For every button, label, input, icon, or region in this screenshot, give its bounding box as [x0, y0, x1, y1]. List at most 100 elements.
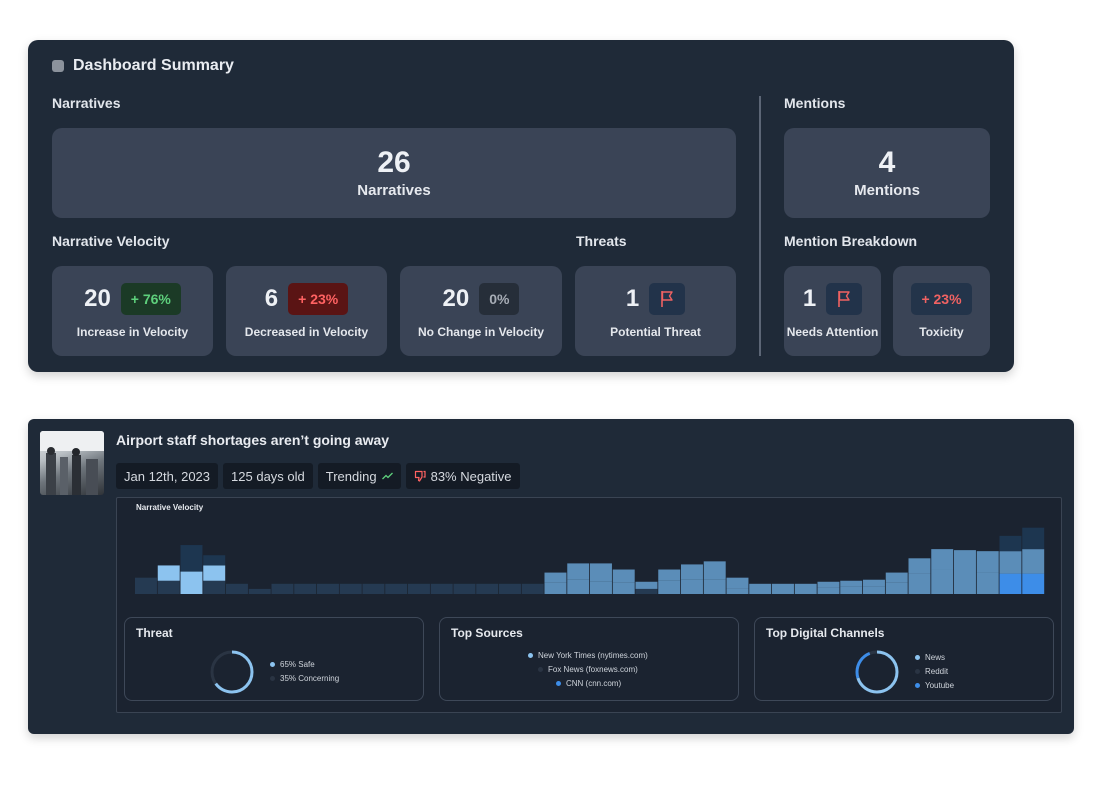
trending-text: Trending — [325, 468, 377, 484]
velocity-bar — [954, 568, 976, 594]
potential-threat-label: Potential Threat — [610, 325, 701, 339]
mentions-total-label: Mentions — [854, 182, 920, 199]
velocity-bar — [726, 577, 749, 589]
velocity-bar — [635, 581, 658, 589]
narrative-title[interactable]: Airport staff shortages aren’t going awa… — [116, 432, 390, 448]
velocity-bar — [908, 558, 931, 574]
velocity-bar — [590, 563, 612, 582]
velocity-bar — [954, 550, 976, 569]
potential-threat-tile[interactable]: 1 Potential Threat — [575, 266, 736, 356]
source-item[interactable]: CNN (cnn.com) — [528, 676, 648, 690]
velocity-bar — [794, 583, 817, 594]
velocity-bar — [203, 580, 226, 594]
velocity-bar — [499, 583, 521, 594]
section-divider — [759, 96, 761, 356]
velocity-bar — [362, 583, 385, 594]
threat-card[interactable]: Threat 65% Safe 35% Concerning — [124, 617, 424, 701]
mention-breakdown-label: Mention Breakdown — [784, 233, 918, 249]
velocity-decrease-value: 6 — [264, 285, 279, 312]
narrative-tags: Jan 12th, 2023 125 days old Trending 83%… — [116, 463, 520, 489]
velocity-decrease-badge: + 23% — [288, 283, 349, 315]
narrative-velocity-label: Narrative Velocity — [52, 233, 170, 249]
toxicity-badge: + 23% — [911, 283, 972, 315]
narrative-thumbnail — [40, 431, 104, 495]
threat-title: Threat — [136, 626, 173, 640]
velocity-bar — [248, 588, 271, 594]
legend-safe: 65% Safe — [270, 657, 339, 671]
velocity-increase-badge: + 76% — [120, 283, 181, 315]
narrative-card[interactable]: Airport staff shortages aren’t going awa… — [28, 419, 1074, 734]
flag-icon — [649, 283, 686, 315]
source-item[interactable]: New York Times (nytimes.com) — [528, 648, 648, 662]
velocity-bar — [453, 583, 476, 594]
toxicity-label: Toxicity — [919, 325, 964, 339]
velocity-bar — [408, 583, 430, 594]
top-channels-title: Top Digital Channels — [766, 626, 885, 640]
dashboard-summary-card: Dashboard Summary Narratives 26 Narrativ… — [28, 40, 1014, 372]
date-tag: Jan 12th, 2023 — [116, 463, 219, 489]
velocity-bar — [885, 582, 908, 594]
velocity-bar — [612, 582, 635, 594]
velocity-bar — [430, 583, 453, 594]
mentions-total-value: 4 — [878, 146, 896, 179]
velocity-bar — [544, 572, 567, 583]
flag-icon — [826, 283, 863, 315]
velocity-bar — [567, 563, 590, 580]
threats-label: Threats — [576, 233, 627, 249]
velocity-nochange-label: No Change in Velocity — [417, 325, 545, 339]
velocity-bar — [612, 569, 635, 583]
velocity-bar — [840, 586, 863, 594]
velocity-increase-value: 20 — [84, 285, 111, 312]
source-item-text: CNN (cnn.com) — [566, 678, 622, 688]
velocity-nochange-tile[interactable]: 20 0% No Change in Velocity — [400, 266, 562, 356]
potential-threat-value: 1 — [625, 285, 640, 312]
source-item-text: New York Times (nytimes.com) — [538, 650, 648, 660]
channel-item[interactable]: Reddit — [915, 664, 954, 678]
velocity-bar — [1022, 573, 1045, 594]
velocity-decrease-label: Decreased in Velocity — [244, 325, 369, 339]
velocity-bar — [817, 581, 840, 588]
date-text: Jan 12th, 2023 — [124, 468, 211, 484]
velocity-bar — [703, 561, 726, 580]
mentions-total-tile[interactable]: 4 Mentions — [784, 128, 990, 218]
mentions-section-label: Mentions — [784, 95, 846, 111]
velocity-bar — [635, 588, 658, 594]
toxicity-tile[interactable]: + 23% Toxicity — [893, 266, 990, 356]
velocity-bar — [817, 587, 840, 594]
velocity-bar — [157, 565, 180, 581]
velocity-bar — [999, 573, 1022, 594]
channel-item[interactable]: News — [915, 650, 954, 664]
negative-text: 83% Negative — [430, 468, 512, 484]
velocity-bar — [544, 582, 567, 594]
velocity-bar — [863, 579, 885, 587]
threat-donut — [210, 650, 254, 694]
summary-icon — [52, 60, 64, 72]
velocity-bar — [999, 535, 1022, 552]
top-channels-card[interactable]: Top Digital Channels News Reddit Youtube — [754, 617, 1054, 701]
velocity-decrease-tile[interactable]: 6 + 23% Decreased in Velocity — [226, 266, 387, 356]
source-item[interactable]: Fox News (foxnews.com) — [528, 662, 648, 676]
trending-up-icon — [381, 472, 393, 480]
velocity-bar — [567, 579, 590, 594]
velocity-bar — [339, 583, 362, 594]
narratives-total-tile[interactable]: 26 Narratives — [52, 128, 736, 218]
velocity-bar — [317, 583, 339, 594]
narratives-total-label: Narratives — [357, 182, 431, 199]
legend-concerning: 35% Concerning — [270, 671, 339, 685]
velocity-bar — [1022, 527, 1045, 550]
velocity-bar — [976, 572, 999, 594]
channel-item-text: Youtube — [925, 680, 955, 690]
narratives-total-value: 26 — [377, 146, 411, 179]
negative-tag: 83% Negative — [405, 463, 520, 489]
top-sources-card[interactable]: Top Sources New York Times (nytimes.com)… — [439, 617, 739, 701]
top-sources-list: New York Times (nytimes.com) Fox News (f… — [528, 648, 648, 690]
velocity-increase-label: Increase in Velocity — [76, 325, 189, 339]
velocity-bar — [271, 583, 294, 594]
channel-item-text: Reddit — [925, 666, 949, 676]
channel-item[interactable]: Youtube — [915, 678, 954, 692]
top-channels-list: News Reddit Youtube — [915, 650, 954, 692]
velocity-bar — [135, 577, 157, 594]
needs-attention-tile[interactable]: 1 Needs Attention — [784, 266, 881, 356]
velocity-increase-tile[interactable]: 20 + 76% Increase in Velocity — [52, 266, 213, 356]
needs-attention-value: 1 — [802, 285, 817, 312]
